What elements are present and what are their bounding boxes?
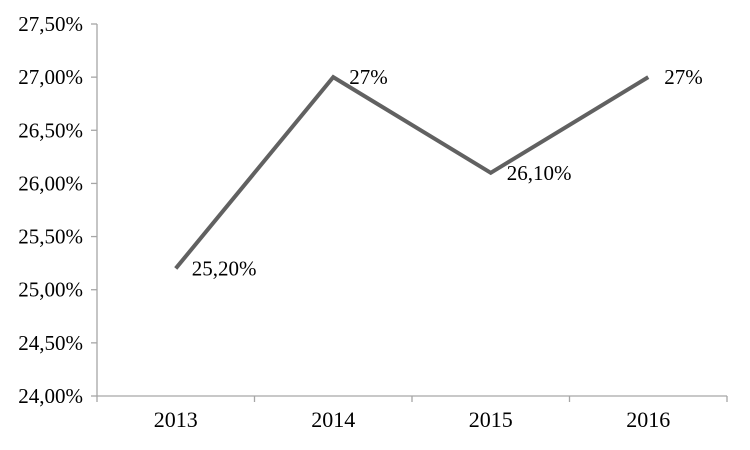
y-tick-label: 25,00% bbox=[18, 278, 83, 302]
data-point-label: 25,20% bbox=[192, 256, 257, 280]
x-category-label: 2015 bbox=[469, 407, 513, 432]
data-point-label: 27% bbox=[664, 65, 703, 89]
y-tick-label: 25,50% bbox=[18, 225, 83, 249]
data-series-line bbox=[174, 74, 650, 270]
data-point-label: 26,10% bbox=[507, 161, 572, 185]
y-tick-label: 24,00% bbox=[18, 384, 83, 408]
y-tick-label: 26,00% bbox=[18, 171, 83, 195]
y-tick-label: 24,50% bbox=[18, 331, 83, 355]
x-category-label: 2014 bbox=[311, 407, 355, 432]
y-tick-label: 26,50% bbox=[18, 118, 83, 142]
data-point-label: 27% bbox=[349, 65, 388, 89]
y-tick-label: 27,00% bbox=[18, 65, 83, 89]
x-category-label: 2016 bbox=[626, 407, 670, 432]
x-category-label: 2013 bbox=[154, 407, 198, 432]
y-tick-label: 27,50% bbox=[18, 12, 83, 36]
